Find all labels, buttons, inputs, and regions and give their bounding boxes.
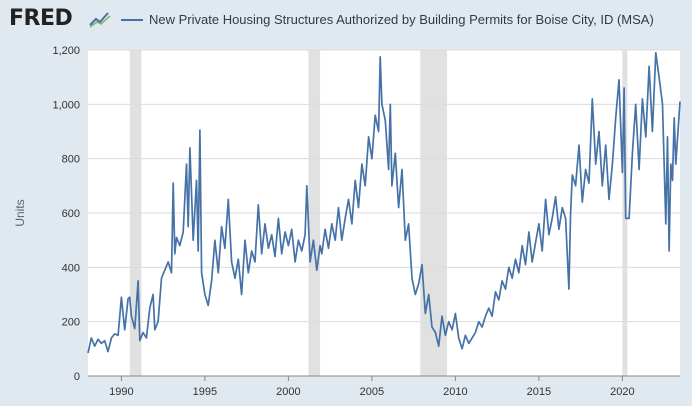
- x-tick-label: 2000: [276, 386, 300, 398]
- y-tick-label: 200: [62, 317, 80, 329]
- chart-title: New Private Housing Structures Authorize…: [149, 12, 654, 27]
- x-tick-label: 2010: [443, 386, 467, 398]
- y-tick-label: 800: [62, 154, 80, 166]
- y-tick-label: 1,000: [52, 99, 80, 111]
- chart-header: FRED New Private Housing Structures Auth…: [0, 0, 692, 40]
- y-axis-label: Units: [13, 199, 27, 226]
- series-line: [87, 51, 681, 354]
- fred-logo[interactable]: FRED: [9, 6, 73, 31]
- y-tick-label: 0: [74, 371, 80, 383]
- x-tick-label: 2005: [360, 386, 384, 398]
- y-tick-label: 1,200: [52, 45, 80, 57]
- chart-line-icon: [88, 9, 112, 29]
- y-tick-label: 600: [62, 208, 80, 220]
- y-tick-label: 400: [62, 262, 80, 274]
- x-tick-label: 1990: [109, 386, 133, 398]
- x-tick-label: 2015: [527, 386, 551, 398]
- series-group: [87, 51, 681, 354]
- y-axis-ticks: 0 200 400 600 800 1,000 1,200: [52, 45, 80, 383]
- x-tick-label: 1995: [193, 386, 217, 398]
- x-axis-ticks: 1990 1995 2000 2005 2010 2015 2020: [88, 375, 680, 398]
- legend-series-swatch: [121, 19, 143, 21]
- x-tick-label: 2020: [610, 386, 634, 398]
